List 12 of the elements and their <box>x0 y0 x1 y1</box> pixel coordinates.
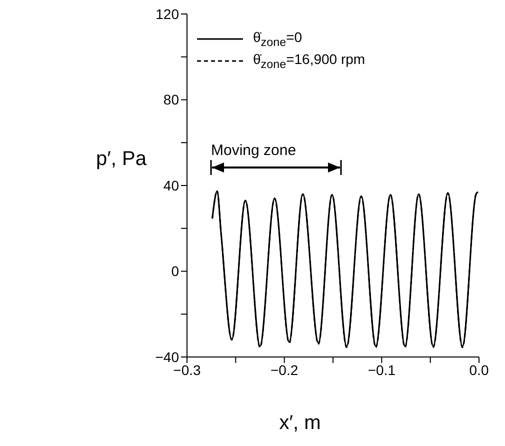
legend-label: θ̇$_{zone}$=0 <box>253 29 302 49</box>
y-tick-label: 0 <box>171 263 180 280</box>
annotation: Moving zone <box>211 142 296 159</box>
x-tick-label: 0.0 <box>469 362 489 378</box>
legend-label: θ̇$_{zone}$=16,900 rpm <box>253 51 366 71</box>
y-tick-label: 80 <box>163 92 180 108</box>
x-axis-title: x′, m <box>279 412 321 435</box>
y-tick-label: 120 <box>156 6 180 22</box>
y-axis-title: p′, Pa <box>96 148 146 171</box>
y-tick-label: 40 <box>163 177 180 194</box>
x-tick-label: −0.1 <box>368 362 396 378</box>
x-tick-label: −0.2 <box>270 362 298 378</box>
